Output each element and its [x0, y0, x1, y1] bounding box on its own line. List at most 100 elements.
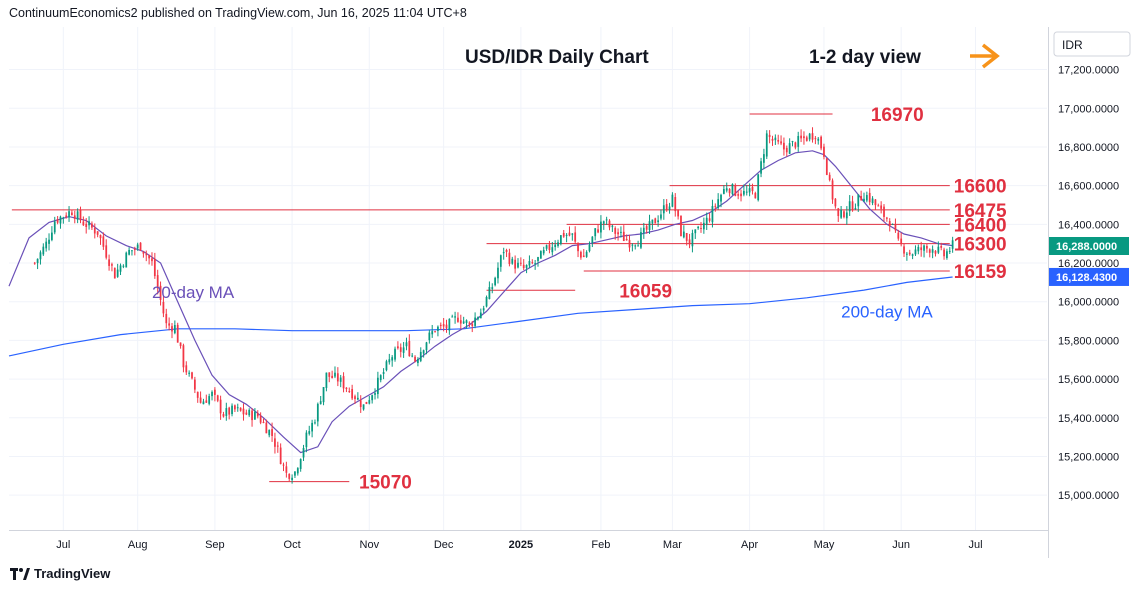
candle-body	[391, 357, 394, 361]
candle-body	[923, 245, 925, 251]
candle-body	[482, 308, 485, 311]
candle-body	[519, 262, 522, 264]
candle-body	[948, 250, 951, 252]
candle-body	[334, 372, 336, 377]
candle-body	[785, 147, 788, 153]
candle-body	[116, 269, 119, 277]
candle-body	[128, 249, 130, 255]
candle-body	[934, 250, 937, 254]
candle-body	[497, 267, 499, 279]
candle-body	[308, 431, 311, 434]
x-tick-label: Nov	[360, 539, 380, 551]
candle-body	[294, 471, 296, 476]
candle-body	[542, 249, 545, 254]
candle-body	[185, 365, 188, 373]
candle-body	[211, 391, 213, 397]
candle-body	[525, 265, 528, 268]
candle-body	[125, 252, 128, 268]
candle-body	[56, 219, 59, 223]
candle-body	[597, 229, 599, 233]
candle-body	[477, 317, 479, 320]
candle-body	[62, 217, 65, 219]
x-tick-label: Aug	[128, 539, 148, 551]
candle-body	[768, 134, 771, 138]
candle-body	[545, 245, 548, 249]
candle-body	[153, 258, 156, 277]
candle-body	[225, 408, 228, 416]
candle-body	[920, 247, 923, 251]
currency-label: IDR	[1062, 38, 1083, 52]
tradingview-footer[interactable]: TradingView	[10, 566, 110, 581]
candle-body	[665, 204, 668, 211]
candle-body	[379, 375, 382, 381]
price-tag-label: 16,288.0000	[1056, 241, 1117, 253]
candle-body	[877, 205, 880, 207]
candle-body	[860, 195, 863, 201]
candle-body	[674, 197, 677, 212]
candle-body	[68, 211, 70, 218]
last-price-tag	[1049, 236, 1129, 255]
candle-body	[354, 396, 356, 400]
candle-body	[311, 422, 313, 432]
candle-body	[439, 324, 442, 326]
candle-body	[276, 445, 279, 447]
candle-body	[734, 185, 737, 196]
candle-body	[196, 391, 199, 398]
candle-body	[505, 250, 508, 252]
y-tick-label: 16,800.0000	[1058, 142, 1119, 154]
candle-body	[823, 146, 825, 157]
candle-body	[891, 224, 894, 226]
candle-body	[262, 421, 265, 423]
candle-body	[794, 142, 797, 148]
candle-body	[808, 133, 811, 140]
level-label: 16600	[954, 177, 1007, 198]
right-arrow-icon	[970, 43, 1000, 69]
candle-body	[216, 395, 219, 401]
level-label: 16475	[954, 201, 1007, 222]
candle-body	[797, 135, 800, 147]
candle-body	[654, 218, 657, 224]
x-tick-label: Mar	[663, 539, 682, 551]
candle-body	[259, 416, 262, 423]
candle-body	[319, 401, 322, 405]
candle-body	[657, 220, 659, 223]
candle-body	[51, 232, 53, 240]
candle-body	[671, 194, 674, 207]
candle-body	[91, 223, 93, 228]
candle-body	[168, 323, 171, 326]
ma-20-line	[8, 150, 953, 454]
candle-body	[531, 262, 534, 264]
candle-body	[411, 355, 414, 357]
candle-body	[517, 262, 519, 268]
candle-body	[700, 227, 702, 229]
candle-body	[645, 226, 648, 230]
candle-body	[911, 254, 914, 256]
candle-body	[568, 232, 571, 236]
candle-body	[105, 245, 108, 258]
candle-body	[883, 206, 885, 217]
candle-body	[528, 260, 531, 266]
candle-body	[600, 221, 602, 233]
x-tick-label: May	[814, 539, 835, 551]
candle-body	[554, 244, 557, 247]
candle-body	[622, 231, 625, 241]
candle-body	[282, 464, 285, 466]
candle-body	[488, 287, 491, 300]
candle-body	[648, 221, 651, 231]
candle-body	[236, 407, 239, 409]
candle-body	[588, 244, 591, 252]
candle-body	[188, 372, 191, 374]
candle-body	[165, 313, 168, 324]
candle-body	[434, 331, 436, 333]
candle-body	[691, 232, 694, 247]
candle-body	[651, 219, 654, 224]
candle-body	[385, 361, 388, 371]
candle-body	[580, 251, 582, 258]
candle-body	[291, 477, 293, 481]
candle-body	[419, 351, 422, 361]
candle-body	[331, 375, 334, 378]
candle-body	[637, 245, 639, 247]
candle-body	[111, 264, 113, 266]
candle-body	[99, 235, 102, 239]
